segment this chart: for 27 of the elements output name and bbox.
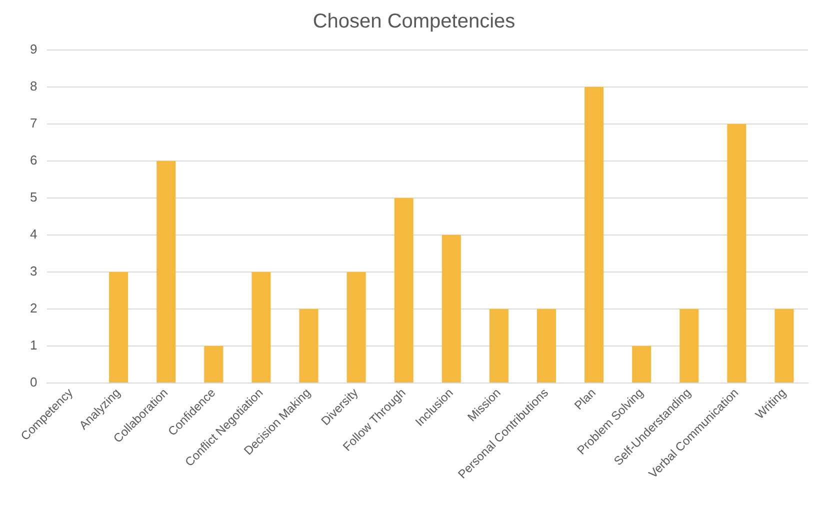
bar [346,272,366,382]
x-tick-label: Plan [572,386,598,413]
bar [536,308,556,382]
y-tick-label: 3 [30,264,38,279]
bar [489,308,508,382]
bar [442,234,461,382]
y-tick-label: 4 [30,226,38,242]
y-tick-label: 6 [30,152,38,168]
y-tick-label: 8 [30,78,38,94]
chart-title: Chosen Competencies [312,10,516,33]
bar [680,308,699,382]
y-tick-label: 7 [30,116,38,131]
bar [109,272,128,382]
y-tick-label: 0 [30,374,38,390]
bar [204,346,224,382]
bar [394,198,414,382]
bar [632,346,652,382]
bar [252,272,271,382]
y-tick-label: 2 [30,300,38,316]
bar [584,86,604,382]
bar [774,308,794,382]
y-tick-label: 9 [30,42,38,57]
bar [299,308,318,382]
bar [727,124,746,382]
y-tick-label: 1 [30,338,38,353]
y-tick-label: 5 [30,190,38,205]
bar [156,160,176,382]
